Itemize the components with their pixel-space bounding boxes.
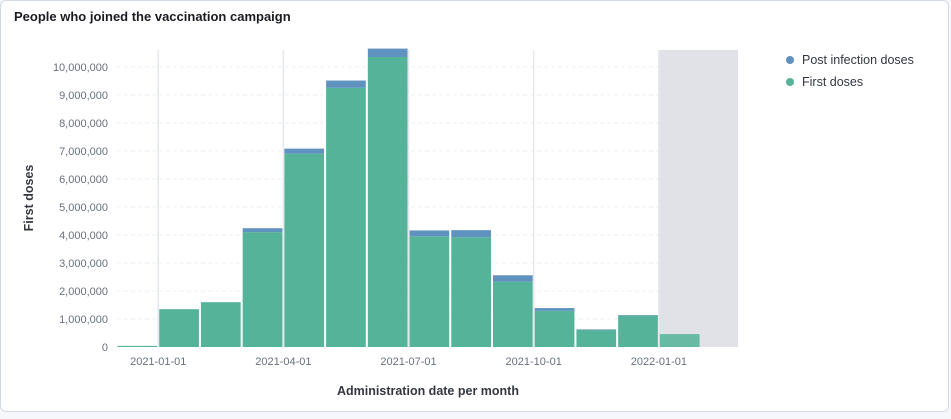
bar-post-infection [451,230,491,238]
month-separators [157,50,660,347]
y-tick-label: 0 [102,342,108,354]
legend: Post infection doses First doses [786,49,914,93]
bar-post-infection [492,275,533,282]
bar-post-infection [576,329,617,330]
bar-first-doses [451,237,491,347]
bar-first-doses [284,153,325,347]
y-axis-title: First doses [22,165,36,232]
grid-lines [117,50,738,347]
legend-item-post-infection[interactable]: Post infection doses [786,49,914,71]
bars [117,48,700,347]
x-tick-label: 2021-01-01 [130,356,186,368]
legend-swatch [786,78,794,86]
x-axis-ticks: 2021-01-01 2021-04-01 2021-07-01 2021-10-01… [130,356,687,368]
y-tick-label: 9,000,000 [59,90,108,102]
bar-first-doses [492,281,533,347]
x-axis-title: Administration date per month [337,384,519,398]
y-tick-label: 3,000,000 [59,258,108,270]
bar-post-infection [409,230,450,237]
legend-label: First doses [802,75,864,89]
bar-post-infection [367,48,408,58]
x-tick-label: 2021-07-01 [380,356,436,368]
y-tick-label: 7,000,000 [59,146,108,158]
bar-first-doses [618,315,658,347]
bar-first-doses [117,345,158,347]
bar-first-doses [242,232,283,347]
bar-first-doses [367,57,408,347]
y-tick-label: 8,000,000 [59,118,108,130]
bar-first-doses [200,302,241,347]
bar-post-infection [242,228,283,233]
y-tick-label: 5,000,000 [59,202,108,214]
legend-label: Post infection doses [802,53,914,67]
bar-first-doses [159,309,199,347]
y-tick-label: 1,000,000 [59,314,108,326]
x-tick-label: 2021-04-01 [255,356,311,368]
bar-post-infection [534,308,575,311]
bar-first-doses [409,236,450,347]
bar-first-doses [576,329,617,347]
y-tick-label: 10,000,000 [53,62,108,74]
y-axis-ticks: 0 1,000,000 2,000,000 3,000,000 4,000,000 5,0… [53,62,108,354]
bar-post-infection [284,148,325,154]
highlighted-period [658,50,738,347]
panel-title: People who joined the vaccination campai… [14,9,291,24]
x-tick-label: 2022-01-01 [631,356,687,368]
legend-swatch [786,56,794,64]
bar-post-infection [618,315,658,316]
x-tick-label: 2021-10-01 [506,356,562,368]
bar-post-infection [326,80,366,88]
legend-item-first-doses[interactable]: First doses [786,71,914,93]
bar-first-doses [326,87,366,347]
bar-first-doses [659,334,700,347]
bar-first-doses [534,310,575,347]
y-tick-label: 6,000,000 [59,174,108,186]
y-tick-label: 2,000,000 [59,286,108,298]
y-tick-label: 4,000,000 [59,230,108,242]
